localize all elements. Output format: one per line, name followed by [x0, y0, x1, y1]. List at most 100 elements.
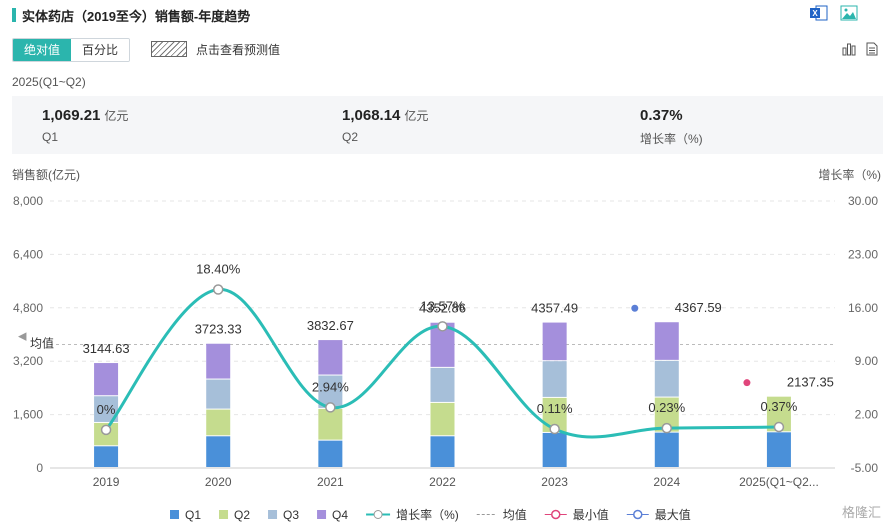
bar-q3 [654, 360, 679, 397]
y-axis-title: 销售额(亿元) [12, 168, 80, 182]
bar-q4 [206, 343, 231, 379]
y-right-tick-label: 23.00 [848, 247, 878, 261]
growth-point [773, 421, 785, 433]
x-tick-label: 2023 [541, 475, 568, 489]
growth-label: 0% [97, 402, 116, 417]
growth-label: 0.23% [648, 400, 685, 415]
mean-marker: ◀ [18, 331, 27, 343]
title-accent-bar [12, 8, 16, 22]
growth-label: 0.37% [760, 399, 797, 414]
summary-panel [12, 96, 883, 154]
x-tick-label: 2019 [93, 475, 120, 489]
legend-label: 最大值 [655, 507, 691, 522]
legend-label: 最小值 [573, 507, 609, 522]
bar-q4 [94, 363, 119, 396]
bar-q3 [542, 361, 567, 397]
bar-q3 [206, 379, 231, 409]
bar-chart-icon[interactable] [842, 42, 856, 61]
forecast-toggle-label[interactable]: 点击查看预测值 [196, 43, 281, 57]
growth-label: 0.11% [537, 401, 573, 416]
y-tick-label: 1,600 [13, 408, 43, 422]
growth-point [437, 321, 448, 332]
page-title: 实体药店（2019至今）销售额-年度趋势 [22, 9, 251, 24]
bar-q2 [430, 402, 455, 436]
bar-q1 [206, 436, 231, 467]
legend-label: Q3 [283, 508, 299, 522]
legend-marker-circle [633, 509, 643, 520]
bar-q4 [318, 340, 343, 375]
legend-line-point [373, 510, 383, 519]
legend-label: Q1 [185, 508, 201, 522]
bar-total-label: 3832.67 [307, 318, 354, 333]
stat-q2-value: 1,068.14 [342, 107, 401, 124]
bar-total-label: 3723.33 [195, 322, 242, 337]
mean-label: 均值 [30, 336, 54, 351]
toggle-percent[interactable]: 百分比 [71, 39, 130, 61]
bar-q1 [430, 436, 455, 467]
legend-label: Q2 [234, 508, 250, 522]
max-marker [631, 304, 639, 312]
stat-growth-value: 0.37% [640, 107, 683, 124]
bar-q2 [318, 408, 343, 440]
legend-label: 均值 [503, 507, 527, 522]
y-right-tick-label: -5.00 [851, 461, 879, 475]
svg-text:X: X [812, 9, 818, 18]
growth-label: 18.40% [196, 261, 241, 276]
y-tick-label: 3,200 [13, 354, 43, 368]
stat-q2-label: Q2 [342, 130, 359, 144]
y-right-tick-label: 16.00 [848, 301, 878, 315]
stat-q2: 1,068.14 亿元 Q2 [342, 107, 428, 144]
value-mode-toggle: 绝对值 百分比 [12, 38, 131, 62]
bar-q1 [542, 432, 567, 467]
bar-total-label: 4352.86 [419, 301, 466, 316]
x-tick-label: 2025(Q1~Q2... [739, 475, 819, 489]
stat-q1: 1,069.21 亿元 Q1 [42, 107, 128, 144]
x-tick-label: 2021 [317, 475, 344, 489]
sales-chart: 0 1,600 3,200 4,800 6,400 8,000 -5.00 2.00 9.00 1… [13, 194, 879, 522]
growth-point [100, 424, 112, 436]
bar-total-label: 4357.49 [531, 301, 578, 316]
forecast-pattern-icon[interactable] [151, 41, 187, 57]
stat-growth-label: 增长率（%) [640, 132, 703, 146]
bar-q1 [766, 432, 791, 467]
stat-q1-unit: 亿元 [104, 109, 129, 123]
legend-swatch [170, 510, 179, 519]
legend-swatch [317, 510, 327, 519]
y-right-tick-label: 30.00 [848, 194, 878, 208]
growth-point [549, 423, 560, 435]
bar-total-label: 2137.35 [787, 375, 834, 390]
legend-label: Q4 [332, 508, 348, 522]
stat-q2-unit: 亿元 [404, 109, 429, 123]
excel-icon[interactable]: X [810, 5, 828, 21]
stat-q1-value: 1,069.21 [42, 107, 101, 124]
image-icon[interactable] [840, 5, 858, 21]
bar-q4 [542, 322, 567, 361]
y-tick-label: 8,000 [13, 194, 43, 208]
y-right-tick-label: 9.00 [855, 354, 879, 368]
x-tick-label: 2022 [429, 475, 456, 489]
legend-marker-circle [551, 509, 561, 520]
growth-point [212, 284, 224, 295]
bar-total-label: 3144.63 [83, 341, 130, 356]
bar-q1 [654, 432, 679, 467]
bar-q1 [318, 440, 343, 467]
legend-swatch [268, 510, 278, 519]
table-icon[interactable] [866, 42, 878, 61]
stat-q1-label: Q1 [42, 130, 59, 144]
y-tick-label: 4,800 [13, 301, 43, 315]
bar-q1 [94, 446, 119, 467]
growth-point [325, 402, 336, 413]
watermark: 格隆汇 [841, 505, 881, 520]
bar-q3 [430, 367, 455, 402]
growth-label: 13.57% [420, 298, 465, 313]
bar-q2 [206, 409, 231, 436]
y-axis-right-title: 增长率（%) [818, 168, 881, 182]
x-tick-label: 2020 [205, 475, 232, 489]
x-tick-label: 2024 [653, 475, 680, 489]
bar-q4 [654, 322, 679, 360]
min-marker [743, 379, 751, 387]
toggle-absolute[interactable]: 绝对值 [13, 39, 72, 61]
y-right-tick-label: 2.00 [855, 408, 879, 422]
growth-point [661, 422, 673, 434]
growth-label: 2.94% [312, 379, 349, 394]
